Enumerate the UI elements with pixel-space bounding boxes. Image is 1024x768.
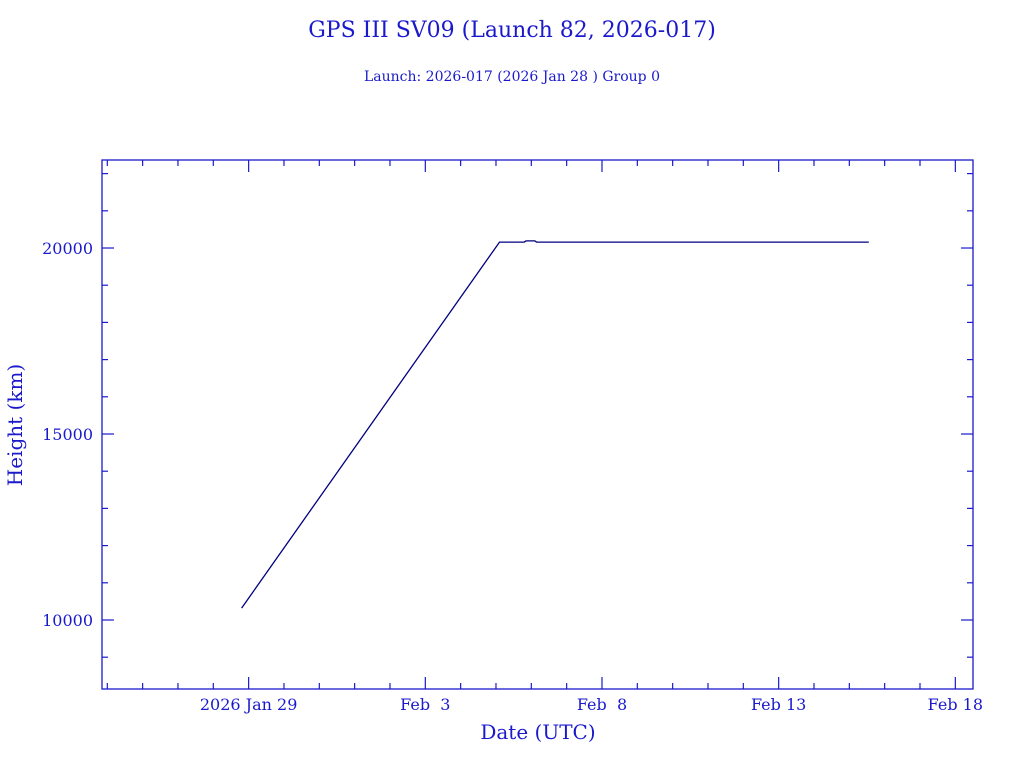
y-tick-label: 10000	[42, 611, 93, 630]
x-tick-label: Feb 13	[751, 695, 806, 714]
y-tick-label: 20000	[42, 239, 93, 258]
x-tick-label: 2026 Jan 29	[200, 695, 298, 714]
x-tick-label: Feb 8	[577, 695, 627, 714]
y-tick-label: 15000	[42, 425, 93, 444]
plot-frame	[101, 159, 974, 690]
y-axis-label: Height (km)	[3, 364, 27, 486]
x-tick-label: Feb 3	[400, 695, 450, 714]
chart-subtitle: Launch: 2026-017 (2026 Jan 28 ) Group 0	[364, 69, 660, 85]
x-axis-label: Date (UTC)	[480, 720, 595, 744]
x-tick-label: Feb 18	[928, 695, 983, 714]
height-series-line	[241, 240, 869, 609]
chart-title: GPS III SV09 (Launch 82, 2026-017)	[308, 18, 716, 43]
